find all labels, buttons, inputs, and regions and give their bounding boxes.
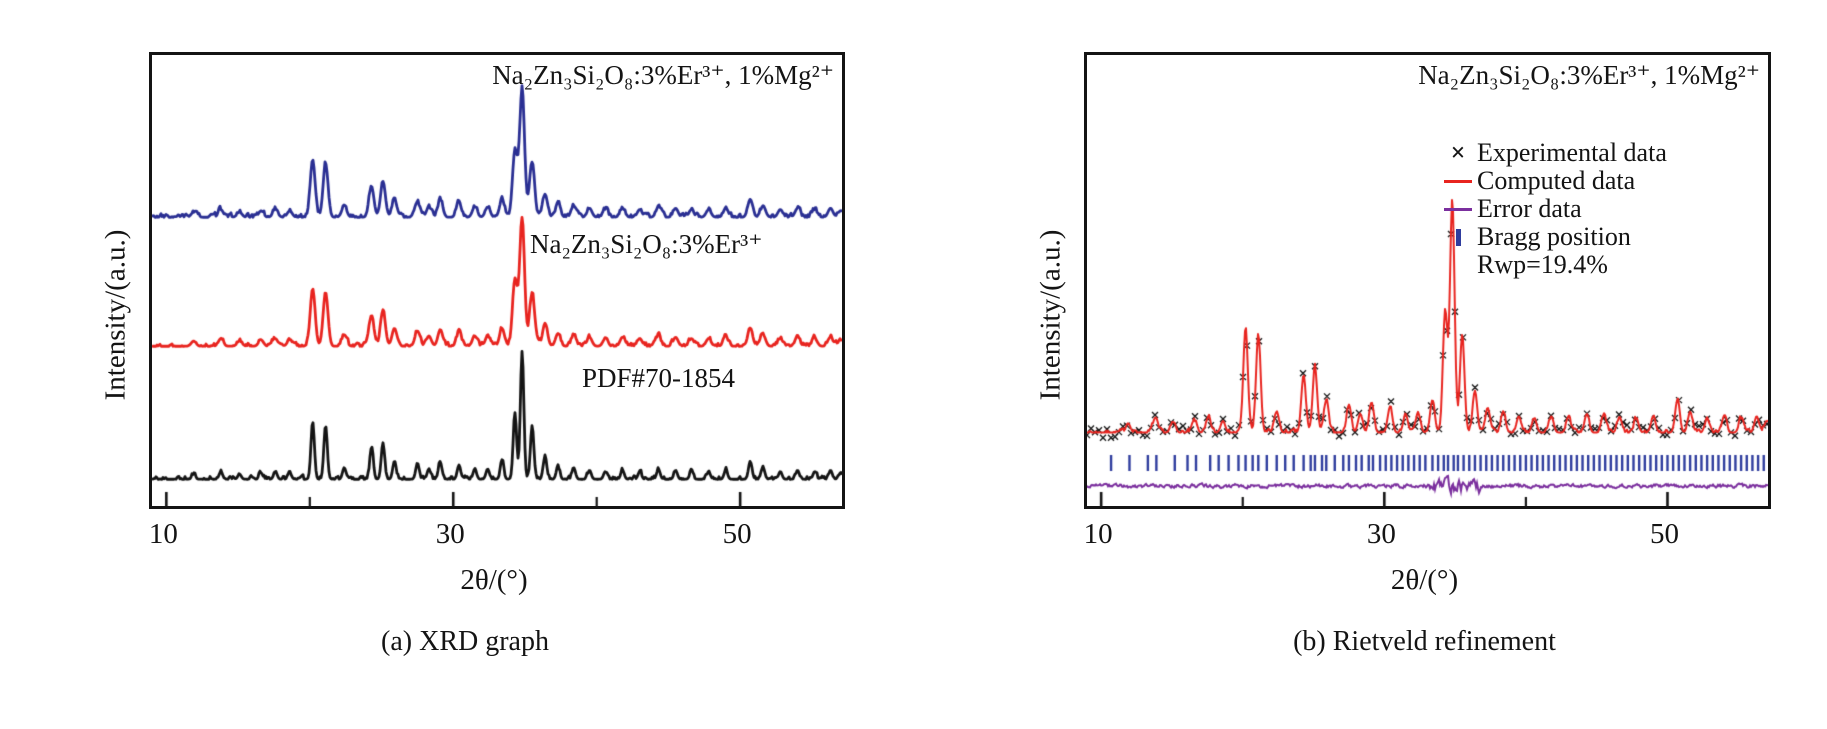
red-line-icon xyxy=(1439,179,1477,183)
series-label-pdf-card: PDF#70-1854 xyxy=(582,363,736,393)
rietveld-plot-canvas xyxy=(1087,55,1768,506)
y-axis-label-a: Intensity/(a.u.) xyxy=(99,229,132,401)
x-tick-label: 10 xyxy=(148,518,178,550)
legend-item-rwp: Rwp=19.4% xyxy=(1439,250,1667,279)
legend-label-bragg: Bragg position xyxy=(1477,222,1631,251)
legend-item-experimental: × Experimental data xyxy=(1439,138,1667,167)
plot-area-rietveld: Na₂Zn₃Si₂O₈:3%Er³⁺, 1%Mg²⁺ × Experimenta… xyxy=(1084,52,1771,509)
xrd-plot-canvas xyxy=(152,55,842,506)
x-axis-label-a: 2θ/(°) xyxy=(460,564,528,596)
x-tick-labels-b: 10 30 50 xyxy=(1084,518,1765,552)
caption-rietveld: (b) Rietveld refinement xyxy=(1293,626,1556,657)
x-tick-label: 50 xyxy=(722,518,752,550)
x-tick-label: 30 xyxy=(435,518,465,550)
legend: × Experimental data Computed data Error … xyxy=(1439,138,1667,279)
x-tick-label: 50 xyxy=(1649,518,1679,550)
purple-line-icon xyxy=(1439,207,1477,211)
x-marker-icon: × xyxy=(1450,138,1466,167)
legend-item-error: Error data xyxy=(1439,194,1667,223)
plot-area-xrd: Na₂Zn₃Si₂O₈:3%Er³⁺, 1%Mg²⁺ Na₂Zn₃Si₂O₈:3… xyxy=(149,52,845,509)
bragg-tick-icon xyxy=(1439,228,1477,246)
panel-b-title: Na₂Zn₃Si₂O₈:3%Er³⁺, 1%Mg²⁺ xyxy=(1418,60,1760,90)
x-tick-label: 10 xyxy=(1083,518,1113,550)
x-axis-label-b: 2θ/(°) xyxy=(1390,564,1459,596)
legend-label-computed: Computed data xyxy=(1477,166,1636,195)
legend-item-bragg: Bragg position xyxy=(1439,222,1667,251)
y-axis-label-b: Intensity/(a.u.) xyxy=(1034,229,1067,401)
legend-label-error: Error data xyxy=(1477,194,1582,223)
legend-item-computed: Computed data xyxy=(1439,166,1667,195)
series-label-er: Na₂Zn₃Si₂O₈:3%Er³⁺ xyxy=(530,229,763,259)
legend-label-experimental: Experimental data xyxy=(1477,138,1667,167)
rwp-value: Rwp=19.4% xyxy=(1477,250,1608,279)
x-tick-labels-a: 10 30 50 xyxy=(149,518,839,552)
caption-xrd-graph: (a) XRD graph xyxy=(381,626,549,657)
series-label-er-mg: Na₂Zn₃Si₂O₈:3%Er³⁺, 1%Mg²⁺ xyxy=(492,60,834,90)
x-tick-label: 30 xyxy=(1366,518,1396,550)
